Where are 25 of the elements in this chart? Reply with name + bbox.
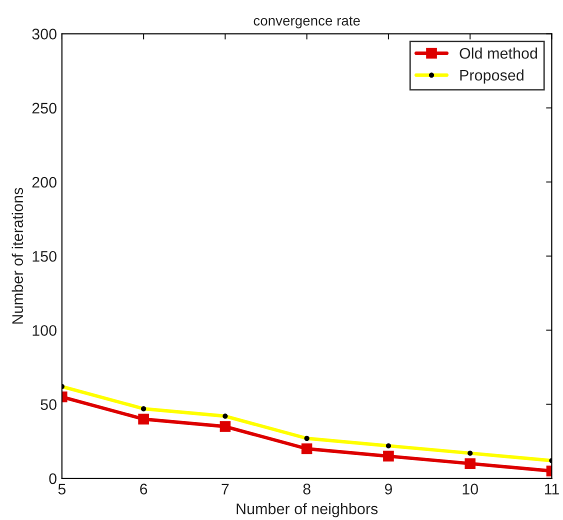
point <box>301 443 312 454</box>
x-tick-label: 10 <box>462 484 478 494</box>
x-tick-label: 5 <box>58 484 66 494</box>
x-tick-label: 9 <box>384 484 392 494</box>
y-axis-title: Number of iterations <box>12 188 24 324</box>
y-tick-label: 0 <box>49 473 56 484</box>
y-tick-label: 50 <box>40 399 56 410</box>
legend-label: Old method <box>460 48 538 59</box>
legend-label: Proposed <box>460 69 524 84</box>
line-series <box>62 384 552 464</box>
point <box>138 414 149 424</box>
point <box>464 458 476 469</box>
y-tick-label: 100 <box>32 325 56 336</box>
y-tick-label: 200 <box>32 176 56 188</box>
point <box>220 421 231 432</box>
y-tick-label: 150 <box>32 250 56 262</box>
y-tick-label: 250 <box>32 102 56 114</box>
chart-title: convergence rate <box>254 16 360 28</box>
y-tick-label: 300 <box>32 28 56 40</box>
x-tick-label: 11 <box>544 484 559 494</box>
x-tick-label: 8 <box>303 484 310 494</box>
x-tick-label: 7 <box>222 484 229 494</box>
x-tick-label: 6 <box>140 484 148 494</box>
x-axis-title: Number of neighbors <box>236 503 378 518</box>
point <box>383 450 394 462</box>
